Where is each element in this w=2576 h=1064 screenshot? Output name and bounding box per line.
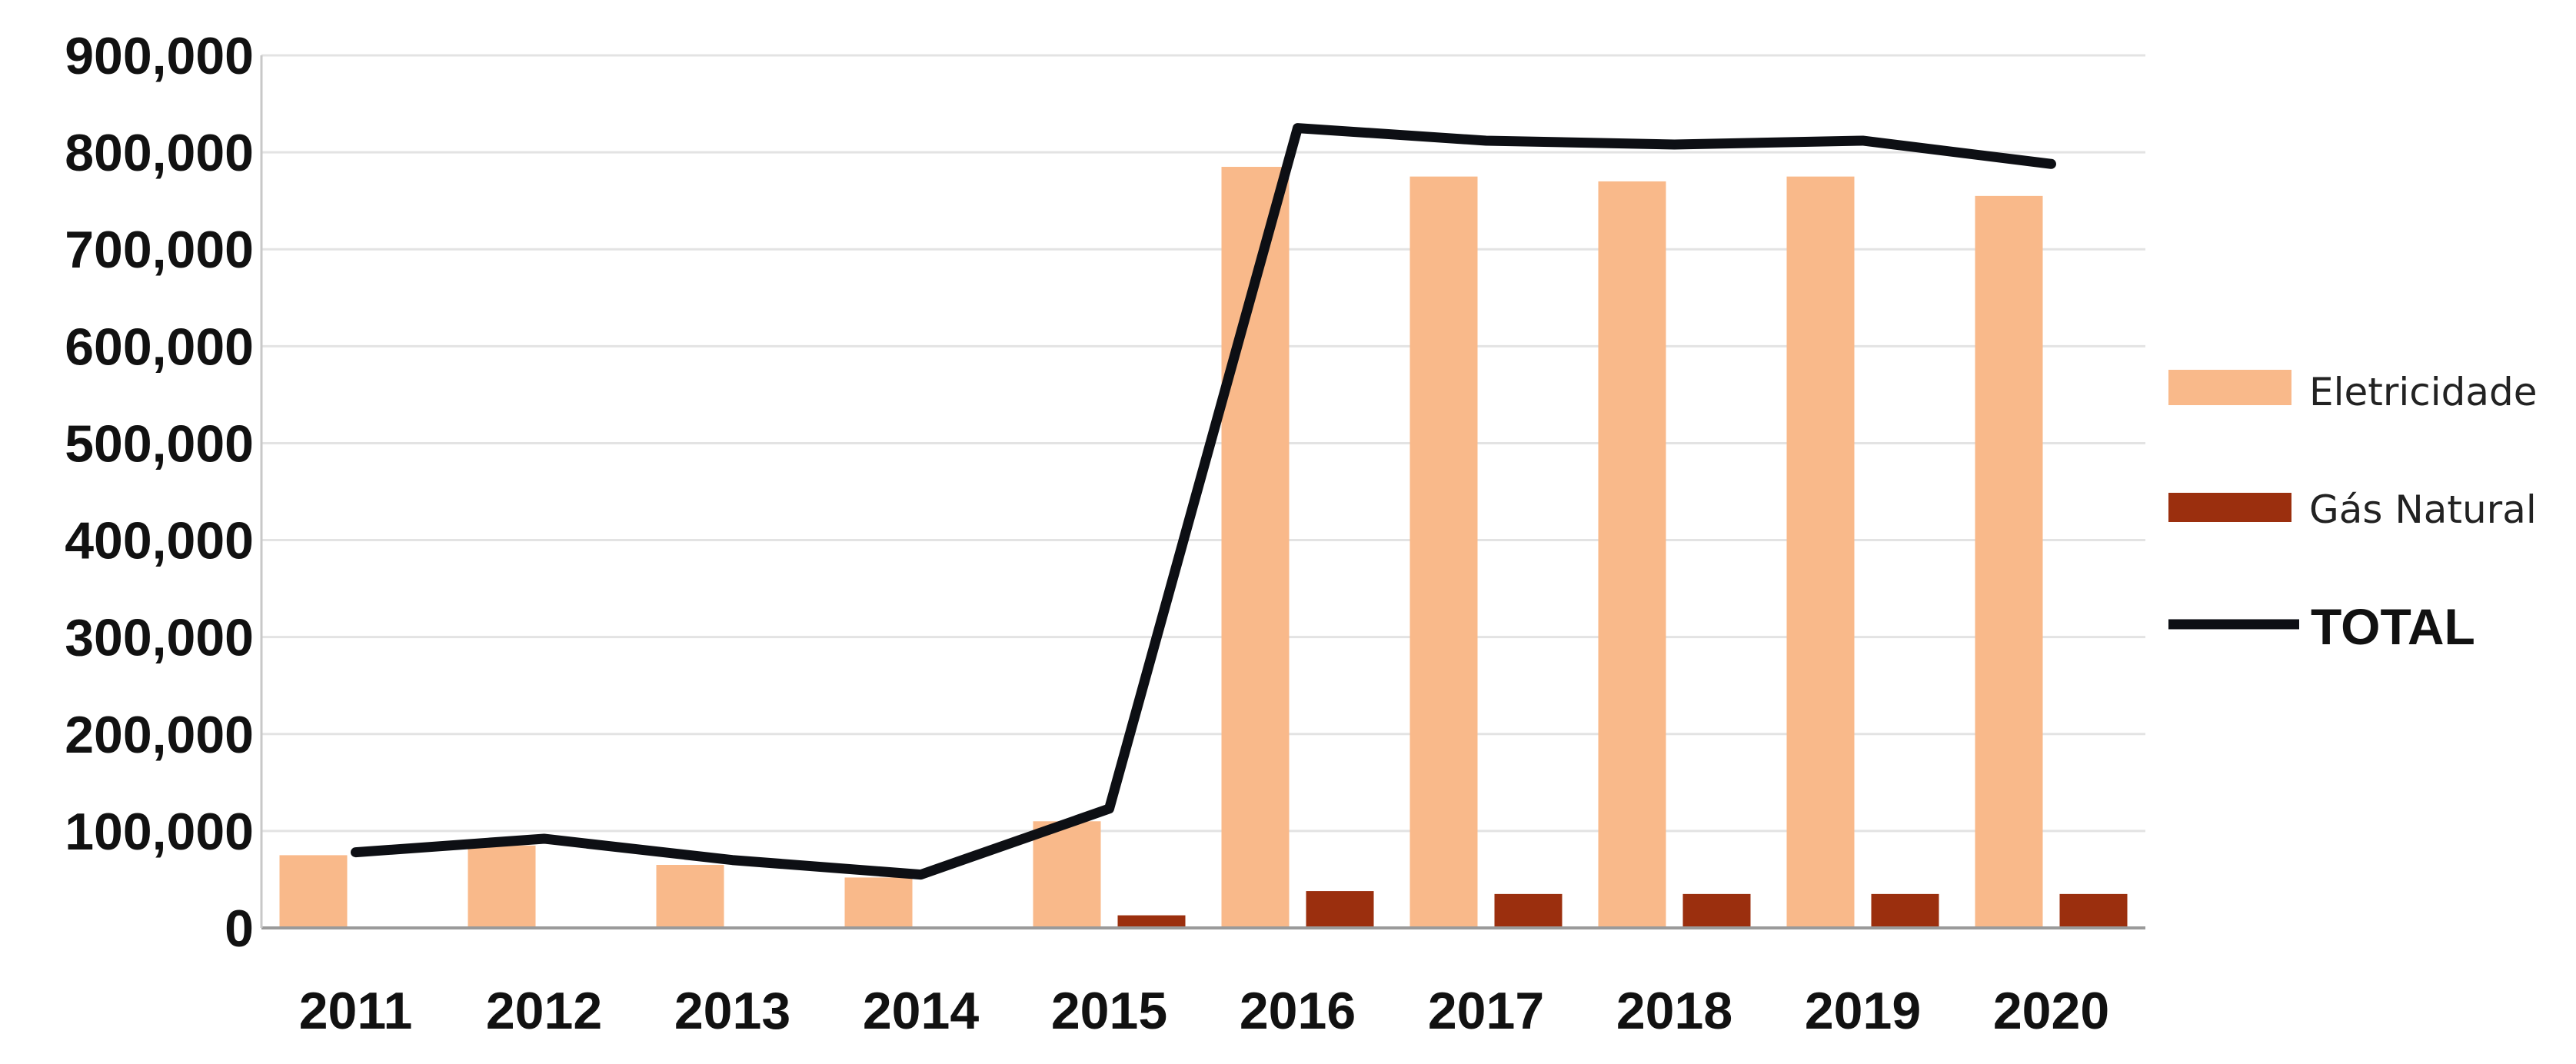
total-point-2014 — [919, 873, 923, 876]
total-point-2011 — [354, 850, 358, 854]
bars — [279, 167, 2128, 929]
x-tick-label: 2017 — [1428, 982, 1544, 1040]
legend-label-eletricidade: Eletricidade — [2309, 370, 2538, 414]
bar-g-s-natural-2015 — [1117, 915, 1186, 928]
bar-eletricidade-2019 — [1786, 176, 1855, 928]
total-point-2020 — [2049, 162, 2053, 166]
x-tick-label: 2013 — [674, 982, 790, 1040]
bar-eletricidade-2018 — [1598, 181, 1666, 928]
total-line — [351, 123, 2056, 880]
total-point-2018 — [1672, 143, 1676, 147]
total-point-2012 — [542, 836, 546, 840]
x-tick-label: 2018 — [1616, 982, 1732, 1040]
total-point-2016 — [1296, 126, 1300, 130]
x-tick-label: 2011 — [299, 982, 413, 1040]
y-tick-label: 900,000 — [65, 27, 254, 85]
bar-eletricidade-2013 — [656, 865, 724, 928]
total-line-group — [351, 123, 2056, 880]
y-tick-label: 200,000 — [65, 706, 254, 764]
legend-swatch-eletricidade — [2168, 370, 2291, 405]
x-tick-label: 2016 — [1240, 982, 1356, 1040]
x-axis-ticks: 2011 2012 2013 2014 2015 2016 2017 2018 2019 2020 — [299, 982, 2109, 1040]
y-tick-label: 100,000 — [65, 803, 254, 861]
bar-eletricidade-2020 — [1975, 195, 2043, 929]
gridlines — [261, 54, 2145, 833]
bar-eletricidade-2017 — [1409, 176, 1478, 928]
y-tick-label: 600,000 — [65, 318, 254, 376]
y-tick-label: 300,000 — [65, 609, 254, 667]
legend-label-gas-natural: Gás Natural — [2309, 487, 2537, 532]
y-axis-ticks: 0 100,000 200,000 300,000 400,000 500,000 600,… — [65, 27, 254, 958]
total-point-2019 — [1861, 138, 1865, 142]
x-tick-label: 2020 — [1993, 982, 2109, 1040]
y-tick-label: 0 — [225, 899, 254, 958]
legend: Eletricidade Gás Natural TOTAL — [2168, 370, 2538, 655]
y-tick-label: 800,000 — [65, 124, 254, 182]
y-tick-label: 500,000 — [65, 414, 254, 473]
x-tick-label: 2014 — [863, 982, 979, 1040]
y-tick-label: 400,000 — [65, 512, 254, 570]
bar-g-s-natural-2017 — [1494, 893, 1563, 928]
bar-eletricidade-2015 — [1033, 821, 1101, 928]
bar-g-s-natural-2020 — [2059, 893, 2128, 928]
bar-eletricidade-2012 — [468, 845, 536, 928]
bar-g-s-natural-2018 — [1682, 893, 1751, 928]
legend-swatch-gas-natural — [2168, 493, 2291, 522]
total-point-2013 — [731, 858, 734, 862]
x-tick-label: 2019 — [1805, 982, 1921, 1040]
total-point-2017 — [1484, 138, 1488, 142]
bar-eletricidade-2011 — [279, 855, 348, 928]
bar-g-s-natural-2019 — [1871, 893, 1939, 928]
y-tick-label: 700,000 — [65, 221, 254, 279]
x-tick-label: 2012 — [486, 982, 602, 1040]
legend-label-total: TOTAL — [2311, 598, 2475, 655]
x-tick-label: 2015 — [1051, 982, 1167, 1040]
total-point-2015 — [1107, 806, 1111, 810]
bar-eletricidade-2014 — [844, 877, 913, 928]
bar-g-s-natural-2016 — [1306, 891, 1374, 928]
